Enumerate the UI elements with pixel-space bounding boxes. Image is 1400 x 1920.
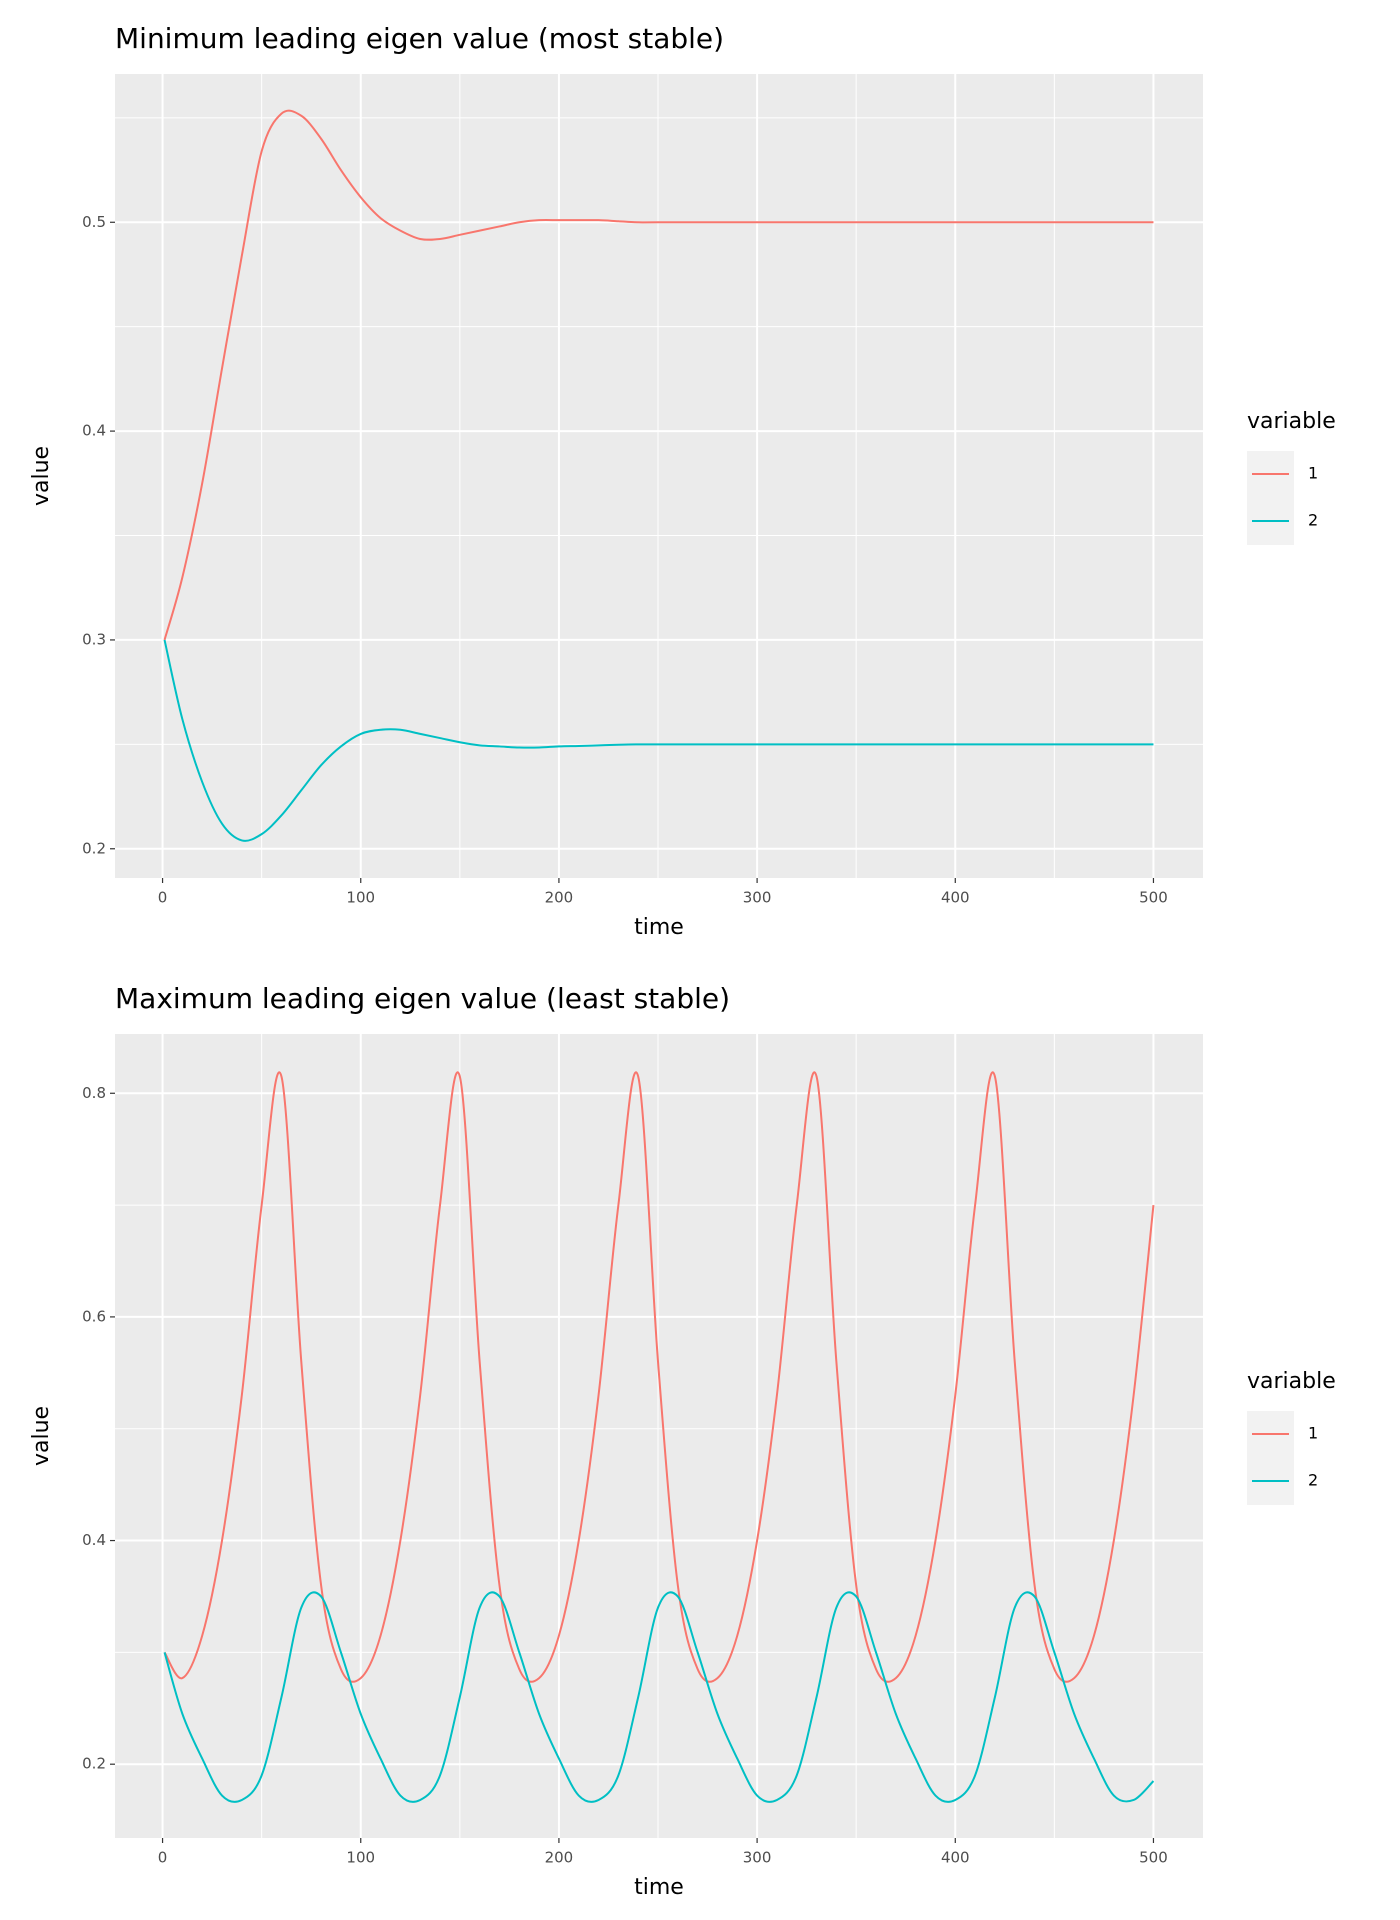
plot-background: [115, 1034, 1203, 1838]
y-tick-label: 0.4: [82, 1531, 106, 1549]
x-tick-label: 500: [1139, 889, 1168, 907]
y-tick-label: 0.4: [82, 422, 106, 440]
chart: 0.2 0.3 0.4 0.5 0 100 200 300 400 500 Minimum lead…: [29, 22, 1336, 940]
series-line: [163, 1071, 1155, 1683]
y-tick-label: 0.8: [82, 1084, 106, 1102]
series-line: [163, 639, 1154, 842]
x-tick-label: 0: [158, 1849, 168, 1867]
y-tick-label: 0.5: [82, 213, 106, 231]
y-axis-title: value: [29, 446, 54, 506]
x-tick-label: 0: [158, 889, 168, 907]
legend-label: 1: [1308, 1424, 1318, 1443]
legend-label: 2: [1308, 1471, 1318, 1490]
y-axis-title: value: [29, 1406, 54, 1466]
y-tick-label: 0.3: [82, 630, 106, 648]
chart: 0.2 0.4 0.6 0.8 0 100 200 300 400 500 Maximum lead…: [29, 982, 1336, 1900]
legend-title: variable: [1247, 1369, 1336, 1394]
x-tick-label: 400: [941, 889, 970, 907]
chart-title: Maximum leading eigen value (least stabl…: [115, 982, 730, 1015]
x-tick-label: 200: [545, 889, 574, 907]
chart-title: Minimum leading eigen value (most stable…: [115, 22, 724, 55]
legend-label: 2: [1308, 511, 1318, 530]
y-tick-label: 0.2: [82, 839, 106, 857]
x-tick-label: 200: [545, 1849, 574, 1867]
x-tick-label: 300: [743, 889, 772, 907]
x-tick-label: 500: [1139, 1849, 1168, 1867]
x-axis-title: time: [634, 915, 684, 940]
x-tick-label: 300: [743, 1849, 772, 1867]
plot-background: [115, 74, 1203, 878]
series-line: [163, 1591, 1155, 1803]
legend-label: 1: [1308, 464, 1318, 483]
x-tick-label: 100: [346, 1849, 375, 1867]
x-tick-label: 100: [346, 889, 375, 907]
x-tick-label: 400: [941, 1849, 970, 1867]
x-axis-title: time: [634, 1875, 684, 1900]
y-tick-label: 0.6: [82, 1307, 106, 1325]
legend-title: variable: [1247, 409, 1336, 434]
series-line: [163, 109, 1154, 641]
y-tick-label: 0.2: [82, 1755, 106, 1773]
